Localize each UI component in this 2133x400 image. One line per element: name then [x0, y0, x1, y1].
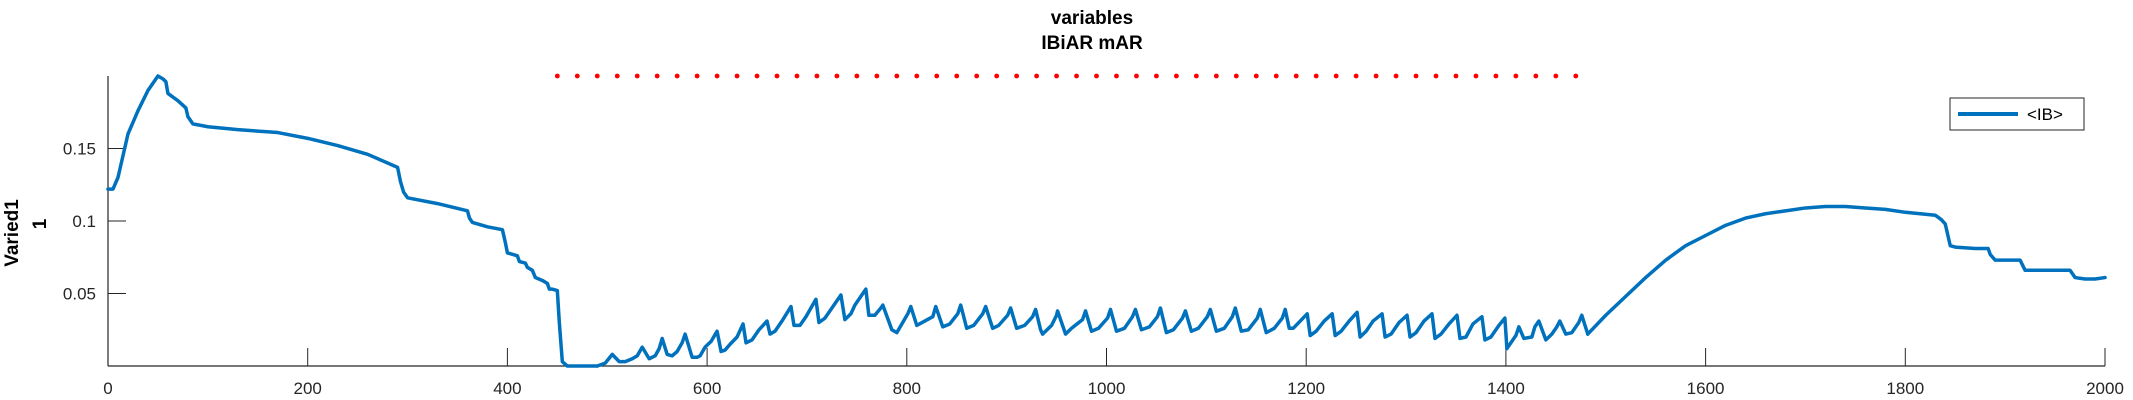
marker-point [714, 73, 720, 79]
y-tick-label: 0.05 [63, 285, 96, 304]
marker-point [1433, 73, 1439, 79]
marker-point [1074, 73, 1079, 79]
marker-point [774, 73, 780, 79]
marker-point [1533, 73, 1539, 79]
marker-point [974, 73, 980, 79]
x-tick-label: 200 [294, 379, 322, 398]
marker-point [874, 73, 880, 79]
chart-title: variables IBiAR mAR [1041, 8, 1143, 54]
marker-point [1273, 73, 1279, 79]
marker-point [954, 73, 960, 79]
marker-point [1253, 73, 1259, 79]
marker-point [1134, 73, 1139, 79]
y-tick-label: 0.15 [63, 140, 96, 159]
marker-series [554, 73, 1579, 79]
marker-point [1233, 73, 1239, 79]
marker-point [1353, 73, 1359, 79]
y-axis-label: Varied1 1 [2, 199, 51, 267]
marker-point [634, 73, 640, 79]
marker-point [1313, 73, 1319, 79]
marker-point [794, 73, 800, 79]
x-tick-label: 800 [893, 379, 921, 398]
marker-point [1393, 73, 1399, 79]
marker-point [594, 73, 600, 79]
x-tick-label: 0 [103, 379, 112, 398]
marker-point [914, 73, 920, 79]
marker-point [1373, 73, 1379, 79]
x-tick-label: 600 [693, 379, 721, 398]
legend: <IB> [1949, 97, 2085, 131]
marker-point [1014, 73, 1020, 79]
marker-point [554, 73, 560, 79]
marker-point [1333, 73, 1339, 79]
marker-point [734, 73, 740, 79]
marker-point [1054, 73, 1059, 79]
x-tick-label: 1600 [1687, 379, 1725, 398]
marker-point [694, 73, 700, 79]
marker-point [1193, 73, 1199, 79]
marker-point [1513, 73, 1519, 79]
marker-point [854, 73, 860, 79]
marker-point [834, 73, 840, 79]
marker-point [1213, 73, 1219, 79]
series-line-segment-3 [1586, 204, 2107, 336]
x-tick-label: 2000 [2086, 379, 2124, 398]
marker-point [934, 73, 940, 79]
x-tick-label: 400 [493, 379, 521, 398]
marker-point [814, 73, 820, 79]
marker-point [1034, 73, 1040, 79]
marker-point [1293, 73, 1299, 79]
series-line-segment-1 [106, 74, 600, 368]
marker-point [654, 73, 660, 79]
x-tick-label: 1000 [1088, 379, 1126, 398]
chart-title-line-2: IBiAR mAR [1041, 33, 1143, 54]
marker-point [1114, 73, 1119, 79]
marker-point [1094, 73, 1099, 79]
x-tick-label: 1800 [1886, 379, 1924, 398]
data-series [106, 74, 2107, 368]
marker-point [894, 73, 900, 79]
y-tick-label: 0.1 [72, 212, 96, 231]
marker-point [994, 73, 1000, 79]
marker-point [1573, 73, 1579, 79]
x-tick-label: 1400 [1487, 379, 1525, 398]
legend-label: <IB> [2027, 105, 2063, 124]
marker-point [1413, 73, 1419, 79]
marker-point [754, 73, 760, 79]
chart-title-line-1: variables [1051, 8, 1133, 29]
marker-point [1453, 73, 1459, 79]
marker-point [574, 73, 580, 79]
axes: 0 200 400 600 800 1000 1200 1400 1600 1800 2000 0.0… [63, 76, 2124, 398]
x-tick-label: 1200 [1287, 379, 1325, 398]
y-axis-label-line-1: Varied1 [2, 199, 23, 267]
series-line-segment-2 [595, 287, 1590, 368]
marker-point [1473, 73, 1479, 79]
marker-point [1553, 73, 1559, 79]
marker-point [1154, 73, 1159, 79]
marker-point [614, 73, 620, 79]
marker-point [1173, 73, 1179, 79]
marker-point [674, 73, 680, 79]
y-axis-label-line-2: 1 [30, 218, 51, 229]
marker-point [1493, 73, 1499, 79]
